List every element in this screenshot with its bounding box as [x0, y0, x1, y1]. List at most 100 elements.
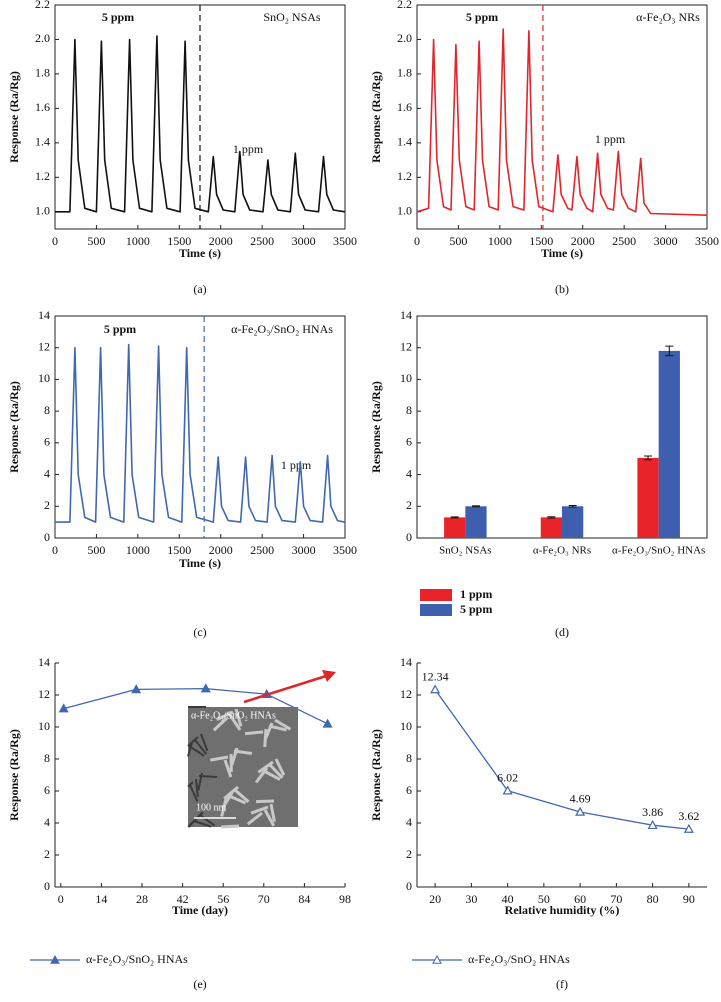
inset-arrow-head [322, 670, 336, 682]
y-tick-label: 0 [406, 879, 412, 893]
inset-texture [195, 778, 199, 798]
legend-marker [432, 954, 442, 964]
inset-arrow [243, 674, 327, 704]
data-label: 3.62 [678, 809, 699, 823]
x-tick-label: 3000 [292, 234, 316, 248]
y-tick-label: 0 [406, 530, 412, 544]
inset-texture [250, 805, 269, 815]
y-tick-label: 4 [44, 815, 50, 829]
x-tick-label: 2000 [209, 234, 233, 248]
x-tick-label: 1500 [529, 234, 553, 248]
y-tick-label: 12 [400, 687, 412, 701]
data-marker [58, 703, 69, 713]
inset-texture [210, 755, 229, 762]
inset-texture [221, 792, 234, 810]
inset-texture [194, 739, 208, 755]
y-tick-label: 1.4 [397, 135, 412, 149]
y-tick-label: 1.8 [397, 66, 412, 80]
panel-label: (c) [193, 625, 206, 639]
inset-texture [212, 716, 229, 732]
y-tick-label: 1.8 [35, 66, 50, 80]
legend-label: 5 ppm [460, 602, 492, 616]
y-tick-label: 2 [44, 847, 50, 861]
y-tick-label: 10 [38, 719, 50, 733]
bar [465, 506, 487, 538]
error-bar [568, 504, 577, 508]
inset-texture [234, 788, 250, 803]
inset-texture [230, 747, 239, 766]
x-tick-label: 2500 [612, 234, 636, 248]
error-bar [644, 455, 653, 461]
inset-texture [223, 759, 233, 778]
y-tick-label: 2 [406, 847, 412, 861]
data-line [416, 28, 708, 216]
data-marker [430, 684, 441, 694]
inset-texture [257, 760, 274, 774]
inset-texture [228, 794, 247, 805]
y-tick-label: 2 [44, 498, 50, 512]
y-axis-label: Response (Ra/Rg) [369, 381, 383, 473]
x-axis-label: Time (s) [179, 556, 221, 570]
y-tick-label: 10 [38, 371, 50, 385]
legend-swatch [420, 589, 452, 601]
y-tick-label: 14 [400, 308, 412, 322]
y-tick-label: 2.0 [397, 31, 412, 45]
x-tick-label: 0 [52, 543, 58, 557]
inset-texture [234, 708, 243, 727]
y-tick-label: 0 [44, 879, 50, 893]
x-tick-label: 90 [683, 892, 695, 906]
inset-texture [244, 730, 264, 736]
x-tick-label: 2500 [250, 234, 274, 248]
x-tick-label: 20 [429, 892, 441, 906]
error-bar [547, 516, 556, 519]
annotation: α-Fe₂O₃ NRs [636, 10, 700, 24]
inset-texture [263, 769, 281, 781]
x-tick-label: 2500 [250, 543, 274, 557]
inset-texture [197, 772, 203, 791]
y-tick-label: 14 [38, 655, 50, 669]
inset-image [187, 706, 298, 829]
y-tick-label: 6 [406, 435, 412, 449]
data-label: 6.02 [497, 770, 518, 784]
data-marker [647, 820, 658, 830]
inset-texture [216, 710, 234, 721]
x-tick-label: 1500 [167, 234, 191, 248]
panel-label: (f) [556, 977, 568, 991]
y-axis-label: Response (Ra/Rg) [7, 381, 21, 473]
y-tick-label: 8 [406, 751, 412, 765]
data-line [55, 343, 346, 523]
legend-swatch [420, 604, 452, 616]
inset-texture [187, 742, 193, 757]
y-tick-label: 1.2 [35, 169, 50, 183]
x-tick-label: 42 [177, 892, 189, 906]
y-tick-label: 14 [400, 655, 412, 669]
y-tick-label: 6 [406, 783, 412, 797]
inset-texture [221, 824, 240, 829]
legend-label: 1 ppm [460, 587, 492, 601]
bar [444, 517, 466, 538]
x-tick-label: 98 [339, 892, 351, 906]
inset-texture [268, 763, 284, 779]
bar [540, 517, 562, 538]
y-tick-label: 8 [44, 403, 50, 417]
data-line [55, 35, 346, 213]
x-tick-label: 50 [538, 892, 550, 906]
x-axis-label: Time (s) [541, 246, 583, 260]
bar [658, 350, 680, 538]
panel-label: (a) [193, 282, 206, 296]
inset-texture [274, 718, 292, 731]
bar [562, 506, 584, 538]
plot-frame [416, 4, 708, 230]
y-tick-label: 1.6 [35, 100, 50, 114]
scale-bar-label: 100 nm [196, 802, 227, 813]
annotation: 1 ppm [595, 132, 626, 146]
inset-texture [193, 820, 212, 828]
x-tick-label: 500 [449, 234, 467, 248]
y-axis-label: Response (Ra/Rg) [7, 71, 21, 163]
y-tick-label: 4 [406, 815, 412, 829]
error-bar [471, 505, 480, 508]
y-tick-label: 1.2 [397, 169, 412, 183]
data-marker [575, 806, 586, 816]
x-tick-label: 14 [95, 892, 107, 906]
x-axis-label: Time (s) [179, 246, 221, 260]
